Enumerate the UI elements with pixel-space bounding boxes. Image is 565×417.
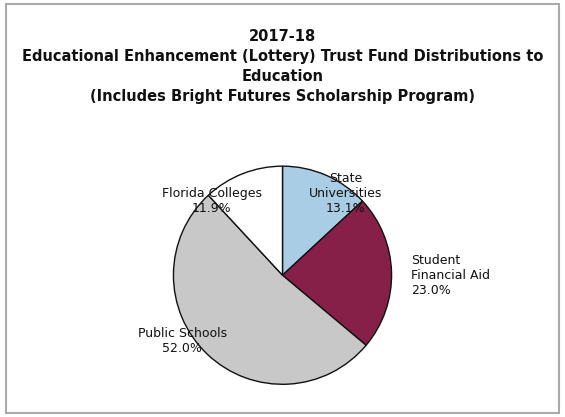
- Text: Student
Financial Aid
23.0%: Student Financial Aid 23.0%: [411, 254, 490, 297]
- Wedge shape: [282, 201, 392, 345]
- Text: State
Universities
13.1%: State Universities 13.1%: [309, 172, 383, 215]
- Text: 2017-18
Educational Enhancement (Lottery) Trust Fund Distributions to
Education
: 2017-18 Educational Enhancement (Lottery…: [22, 29, 543, 103]
- Text: Public Schools
52.0%: Public Schools 52.0%: [138, 327, 227, 354]
- Wedge shape: [173, 195, 366, 384]
- Wedge shape: [282, 166, 363, 275]
- Text: Florida Colleges
11.9%: Florida Colleges 11.9%: [162, 187, 262, 215]
- Wedge shape: [208, 166, 282, 275]
